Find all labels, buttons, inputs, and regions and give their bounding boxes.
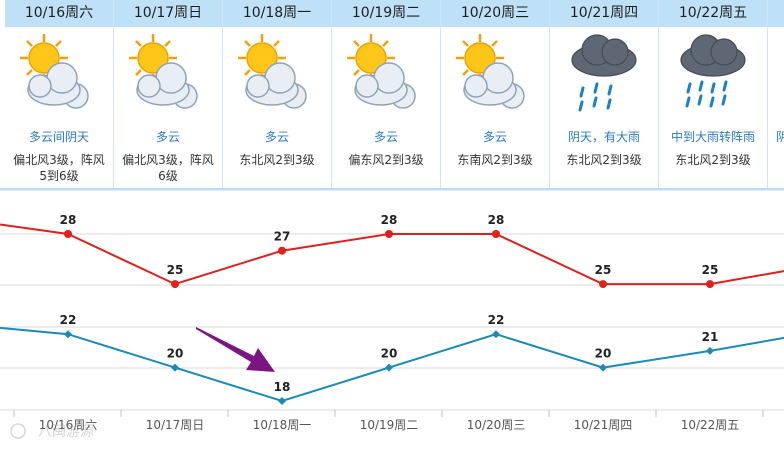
high-temp-point <box>599 280 607 289</box>
weather-condition: 阴天，有大雨 <box>567 130 640 144</box>
high-temp-point <box>278 246 286 255</box>
day-date: 10/20周三 <box>441 0 549 27</box>
day-column: 10/19周二 多云 偏东风2到3级 <box>332 0 441 190</box>
weather-condition: 多云 <box>264 130 289 144</box>
day-date: 10/17周日 <box>114 0 222 27</box>
low-temp-point <box>385 363 393 372</box>
wind-info: 东北风2到3级 <box>675 153 751 167</box>
low-temp-label: 20 <box>167 347 184 361</box>
weather-condition: 中到大雨转阵雨 <box>670 130 755 144</box>
partly-cloudy-sun-icon <box>347 34 416 109</box>
high-temp-label: 27 <box>274 230 291 244</box>
high-temp-point <box>64 230 72 238</box>
x-tick-label: 10/22周五 <box>681 418 740 432</box>
forecast-panel: 10/16周六 多云间阴天 偏北风3级，阵风5到6级 10/17周日 <box>0 0 784 190</box>
low-temp-label: 18 <box>274 380 291 394</box>
day-date: 10/18周一 <box>223 0 331 27</box>
day-date: 10/21周四 <box>550 0 658 27</box>
day-column: 10/18周一 多云 东北风2到3级 <box>223 0 332 190</box>
day-column: 10/21周四 阴天，有大雨 东北风2到3级 <box>550 0 659 190</box>
watermark-text: 八闽游源 <box>38 424 94 440</box>
weather-condition: 多云 <box>373 130 398 144</box>
day-date <box>768 0 784 27</box>
weather-condition: 多云间阴天 <box>28 130 89 144</box>
wind-info: 东北风2到3级 <box>239 153 315 167</box>
wind-info: 东北风2到3级 <box>566 153 642 167</box>
annotation-arrow <box>196 327 275 372</box>
partly-cloudy-sun-icon <box>238 34 307 109</box>
annotation-arrow-icon <box>196 327 275 372</box>
rain-cloud-icon <box>571 34 637 112</box>
partly-cloudy-sun-icon <box>129 34 198 109</box>
high-temp-label: 25 <box>167 263 184 277</box>
low-temp-label: 20 <box>595 347 612 361</box>
day-column: 10/16周六 多云间阴天 偏北风3级，阵风5到6级 <box>5 0 114 190</box>
high-temp-label: 28 <box>60 213 77 227</box>
day-column: 10/20周三 多云 东南风2到3级 <box>441 0 550 190</box>
day-date: 10/19周二 <box>332 0 440 27</box>
high-temp-label: 28 <box>488 213 505 227</box>
day-column: 10/17周日 多云 偏北风3级，阵风6级 <box>114 0 223 190</box>
wind-info: 偏北风3级，阵风5到6级 <box>13 153 105 183</box>
day-column: 10/22周五 中到大雨转阵雨 东北风2到3级 <box>659 0 768 190</box>
partly-cloudy-sun-icon <box>20 34 89 109</box>
low-temp-point <box>706 346 714 355</box>
day-column: 阴 <box>768 0 784 190</box>
x-tick-label: 10/17周日 <box>146 418 205 432</box>
divider <box>0 188 784 190</box>
low-temp-label: 20 <box>381 347 398 361</box>
chart-series <box>0 223 784 405</box>
wind-info: 偏北风3级，阵风6级 <box>122 153 214 183</box>
low-temp-point <box>492 330 500 339</box>
x-tick-label: 10/19周二 <box>360 418 419 432</box>
high-temp-point <box>706 280 714 289</box>
high-temp-label: 25 <box>702 263 719 277</box>
x-tick-label: 10/16周六 <box>39 418 98 432</box>
low-temp-label: 22 <box>488 313 505 327</box>
partly-cloudy-sun-icon <box>456 34 525 109</box>
low-temp-point <box>278 397 286 405</box>
high-temp-point <box>385 230 393 238</box>
high-temp-label: 25 <box>595 263 612 277</box>
high-temp-point <box>492 230 500 238</box>
weather-condition: 多云 <box>155 130 180 144</box>
low-temp-point <box>599 363 607 372</box>
x-axis: 10/16周六 10/17周日 10/18周一 10/19周二 10/20周三 10/21… <box>13 410 764 432</box>
weather-condition: 阴 <box>776 130 784 144</box>
wind-info: 偏东风2到3级 <box>348 153 424 167</box>
low-temp-label: 22 <box>60 313 77 327</box>
heavy-rain-cloud-icon <box>680 34 746 108</box>
wind-info: 东南风2到3级 <box>457 153 533 167</box>
weather-condition: 多云 <box>482 130 507 144</box>
x-tick-label: 10/18周一 <box>253 418 312 432</box>
high-temp-label: 28 <box>381 213 398 227</box>
high-temp-point <box>171 280 179 289</box>
day-date: 10/22周五 <box>659 0 767 27</box>
low-temp-line <box>0 326 784 403</box>
chart-labels: 28 25 27 28 28 25 25 22 20 18 20 22 20 21 <box>60 213 719 394</box>
low-temp-point <box>171 363 179 372</box>
low-temp-label: 21 <box>702 330 719 344</box>
x-tick-label: 10/21周四 <box>574 418 633 432</box>
low-temp-point <box>64 330 72 339</box>
watermark: 八闽游源 <box>10 423 94 440</box>
x-tick-label: 10/20周三 <box>467 418 526 432</box>
day-date: 10/16周六 <box>5 0 113 27</box>
